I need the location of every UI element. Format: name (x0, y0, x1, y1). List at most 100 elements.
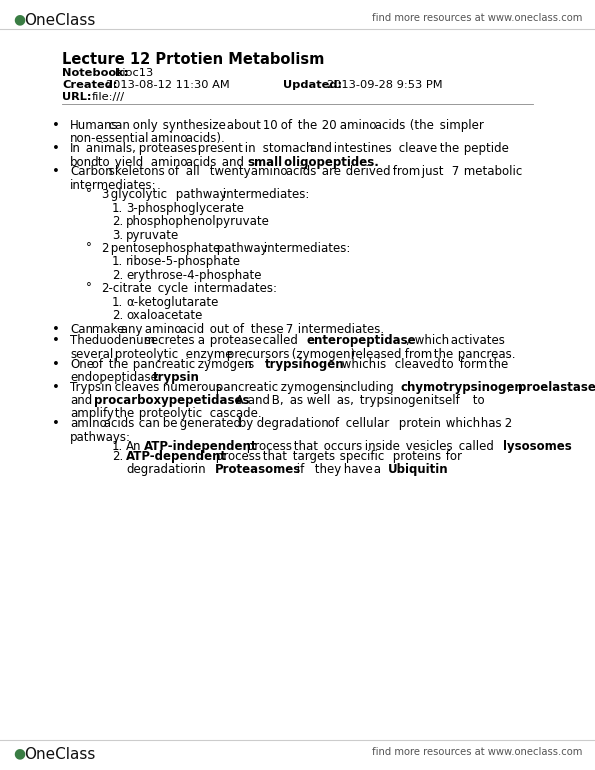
Text: targets: targets (289, 450, 335, 463)
Text: 2: 2 (501, 417, 512, 430)
Text: An: An (126, 440, 142, 454)
Text: Trypsin: Trypsin (70, 380, 112, 393)
Text: skeletons: skeletons (105, 166, 165, 178)
Text: pancreatic: pancreatic (212, 380, 278, 393)
Text: itself: itself (427, 394, 460, 407)
Text: a: a (194, 334, 205, 347)
Text: ●: ● (13, 12, 25, 26)
Text: intermediates:: intermediates: (261, 242, 350, 255)
Text: form: form (456, 357, 487, 370)
Text: pathway: pathway (172, 189, 227, 201)
Text: inside: inside (361, 440, 400, 454)
Text: degradation: degradation (126, 464, 198, 477)
Text: metabolic: metabolic (459, 166, 522, 178)
Text: of: of (87, 357, 103, 370)
Text: chymotrypsinogen: chymotrypsinogen (400, 380, 524, 393)
Text: synthesize: synthesize (158, 119, 226, 132)
Text: amino: amino (141, 323, 181, 336)
Text: enzyme: enzyme (182, 348, 233, 361)
Text: well: well (303, 394, 331, 407)
Text: can: can (135, 417, 160, 430)
Text: of: of (277, 119, 292, 132)
Text: 7: 7 (283, 323, 294, 336)
Text: generated: generated (176, 417, 241, 430)
Text: acids: acids (283, 166, 317, 178)
Text: numerous: numerous (158, 380, 221, 393)
Text: intermediates.: intermediates. (295, 323, 384, 336)
Text: amplify: amplify (70, 407, 114, 420)
Text: and: and (218, 156, 243, 169)
Text: derived: derived (342, 166, 390, 178)
Text: proteases: proteases (135, 142, 197, 155)
Text: One: One (70, 357, 94, 370)
Text: 3-phosphoglycerate: 3-phosphoglycerate (126, 202, 244, 215)
Text: process: process (212, 450, 261, 463)
Text: trypsinogen: trypsinogen (356, 394, 431, 407)
Text: called: called (259, 334, 298, 347)
Text: 3.: 3. (112, 229, 123, 242)
Text: phosphophenolpyruvate: phosphophenolpyruvate (126, 215, 270, 228)
Text: OneClass: OneClass (24, 747, 95, 762)
Text: all: all (182, 166, 200, 178)
Text: Humans: Humans (70, 119, 118, 132)
Text: by: by (235, 417, 253, 430)
Text: and: and (306, 142, 332, 155)
Text: intermadates:: intermadates: (190, 283, 277, 296)
Text: which: which (411, 334, 449, 347)
Text: erythrose-4-phosphate: erythrose-4-phosphate (126, 269, 261, 282)
Text: present: present (194, 142, 243, 155)
Text: 2.: 2. (112, 450, 123, 463)
Text: amino: amino (147, 132, 187, 146)
Text: degradation: degradation (253, 417, 328, 430)
Text: proelastase: proelastase (518, 380, 595, 393)
Text: stomach: stomach (259, 142, 313, 155)
Text: cellular: cellular (342, 417, 389, 430)
Text: process: process (243, 440, 292, 454)
Text: Ubiquitin: Ubiquitin (387, 464, 448, 477)
Text: including: including (336, 380, 393, 393)
Text: which: which (442, 417, 480, 430)
Text: the: the (295, 119, 318, 132)
Text: B,: B, (268, 394, 283, 407)
Text: acid: acid (176, 323, 205, 336)
Text: In: In (70, 142, 81, 155)
Text: ,: , (405, 334, 409, 347)
Text: Lecture 12 Prtotien Metabolism: Lecture 12 Prtotien Metabolism (62, 52, 324, 67)
Text: cleave: cleave (394, 142, 437, 155)
Text: the: the (430, 348, 453, 361)
Text: several: several (70, 348, 113, 361)
Text: zymogen: zymogen (194, 357, 252, 370)
Text: ●: ● (13, 746, 25, 760)
Text: called: called (455, 440, 494, 454)
Text: Proteasomes: Proteasomes (215, 464, 301, 477)
Text: Carbon: Carbon (70, 166, 112, 178)
Text: proteins: proteins (389, 450, 441, 463)
Text: twenty: twenty (206, 166, 250, 178)
Text: 2.: 2. (112, 269, 123, 282)
Text: the: the (485, 357, 508, 370)
Text: to: to (438, 357, 453, 370)
Text: Created:: Created: (62, 80, 117, 90)
Text: in: in (191, 464, 205, 477)
Text: protease: protease (206, 334, 262, 347)
Text: small: small (247, 156, 282, 169)
Text: bond: bond (70, 156, 99, 169)
Text: acids).: acids). (182, 132, 225, 146)
Text: endopeptidase: endopeptidase (70, 371, 158, 384)
Text: precursors: precursors (224, 348, 290, 361)
Text: find more resources at www.oneclass.com: find more resources at www.oneclass.com (372, 747, 582, 757)
Text: •: • (52, 119, 60, 132)
Text: proteolytic: proteolytic (135, 407, 202, 420)
Text: α-ketoglutarate: α-ketoglutarate (126, 296, 218, 309)
Text: pentose: pentose (107, 242, 158, 255)
Text: OneClass: OneClass (24, 13, 95, 28)
Text: amino: amino (247, 166, 287, 178)
Text: 20: 20 (318, 119, 337, 132)
Text: to: to (93, 156, 109, 169)
Text: are: are (318, 166, 341, 178)
Text: ,: , (506, 380, 510, 393)
Text: A: A (233, 394, 244, 407)
Text: intermediates:: intermediates: (219, 189, 309, 201)
Text: file:///: file:/// (92, 92, 125, 102)
Text: 1.: 1. (112, 202, 123, 215)
